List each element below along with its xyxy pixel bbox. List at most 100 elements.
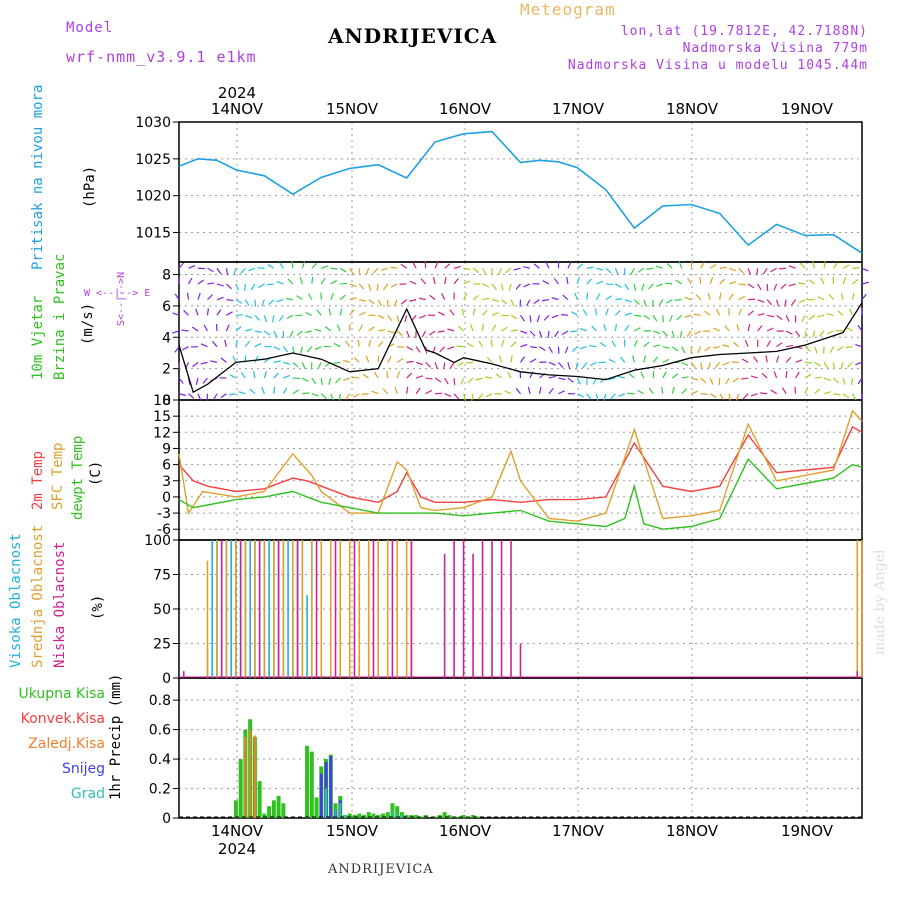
wind-barb bbox=[562, 294, 569, 301]
wind-barb bbox=[808, 314, 815, 321]
wind-barb bbox=[302, 392, 310, 395]
wind-barb bbox=[713, 327, 720, 332]
wind-barb bbox=[566, 276, 569, 285]
panel-frame bbox=[178, 121, 863, 263]
wind-barb bbox=[633, 299, 640, 305]
wind-barb bbox=[656, 283, 663, 287]
dewpoint-line bbox=[178, 457, 863, 530]
wind-barb bbox=[678, 261, 683, 269]
wind-barb bbox=[233, 268, 237, 276]
wind-barb bbox=[491, 283, 497, 290]
y-tick-label: 0.4 bbox=[149, 752, 171, 768]
wind-barb bbox=[842, 264, 850, 269]
wind-barb bbox=[520, 356, 525, 363]
wind-barb bbox=[633, 340, 638, 347]
wind-barb bbox=[648, 387, 654, 395]
wind-barb bbox=[529, 346, 538, 349]
wind-barb bbox=[808, 279, 815, 285]
wind-barb bbox=[547, 330, 550, 339]
wind-barb bbox=[615, 283, 622, 288]
wind-barb bbox=[611, 340, 616, 347]
wind-barb bbox=[738, 308, 743, 316]
wind-barb bbox=[833, 377, 839, 384]
sfc-temp-line bbox=[178, 409, 863, 522]
compass-we: W <--|--> E bbox=[84, 288, 151, 299]
wind-barb bbox=[558, 390, 566, 395]
wind-barb bbox=[415, 375, 423, 379]
wind-barb bbox=[352, 376, 360, 379]
wind-barb bbox=[714, 361, 721, 369]
y-tick-label: 0.8 bbox=[149, 693, 171, 709]
wind-barb bbox=[441, 293, 446, 300]
wind-barb bbox=[425, 377, 433, 380]
wind-barb bbox=[646, 267, 654, 270]
wind-barb bbox=[224, 339, 228, 347]
y-tick-label: 25 bbox=[153, 637, 171, 653]
precip-graupel-bar bbox=[334, 810, 337, 818]
wind-barb bbox=[500, 283, 504, 291]
wind-barb bbox=[380, 267, 388, 271]
wind-barb bbox=[195, 308, 199, 316]
wind-barb bbox=[302, 377, 309, 383]
wind-barb bbox=[795, 330, 801, 337]
wind-barb bbox=[273, 372, 279, 379]
wind-barb bbox=[750, 393, 758, 397]
wind-barb bbox=[510, 341, 517, 348]
wind-barb bbox=[361, 393, 369, 395]
wind-barb bbox=[719, 292, 722, 300]
wind-barb bbox=[282, 387, 288, 395]
wind-barb bbox=[576, 277, 580, 285]
wind-barb bbox=[617, 375, 625, 379]
wind-barb bbox=[596, 280, 604, 285]
precip-total-bar bbox=[238, 759, 243, 818]
wind-barb bbox=[805, 361, 813, 364]
wind-barb bbox=[463, 267, 471, 271]
wind-barb bbox=[202, 377, 208, 384]
precip-graupel-bar bbox=[344, 815, 347, 818]
wind-barb bbox=[311, 377, 317, 385]
wind-barb bbox=[253, 371, 256, 379]
wind-barb bbox=[776, 314, 783, 321]
wind-barb bbox=[747, 324, 751, 332]
wind-barb bbox=[557, 361, 564, 369]
wind-barb bbox=[467, 377, 474, 384]
wind-barb bbox=[779, 267, 787, 270]
wind-barb bbox=[665, 282, 673, 285]
wind-barb bbox=[250, 283, 256, 291]
wind-barb bbox=[200, 343, 208, 348]
wind-barb bbox=[292, 346, 295, 354]
wind-barb bbox=[851, 292, 855, 300]
wind-barb bbox=[567, 377, 574, 383]
date-label-bottom: 16NOV bbox=[439, 822, 492, 840]
wind-barb bbox=[268, 299, 275, 305]
wind-barb bbox=[307, 293, 313, 300]
wind-barb bbox=[795, 371, 800, 379]
wind-barb bbox=[614, 310, 621, 316]
wind-barb bbox=[444, 276, 447, 285]
wind-barb bbox=[520, 314, 525, 322]
wind-barb bbox=[704, 310, 711, 316]
wind-barb bbox=[766, 283, 769, 291]
y-tick-label: 0 bbox=[162, 490, 171, 506]
wind-barb bbox=[823, 362, 829, 369]
wind-barb bbox=[719, 393, 725, 400]
wind-barb bbox=[207, 282, 215, 285]
legend-graupel: Grad bbox=[70, 786, 105, 802]
wind-barb bbox=[577, 263, 584, 269]
wind-barb bbox=[614, 323, 618, 332]
wind-barb bbox=[400, 299, 408, 305]
wind-barb bbox=[804, 386, 809, 394]
wind-barb bbox=[709, 377, 714, 385]
wind-barb bbox=[586, 292, 589, 300]
wind-barb bbox=[400, 263, 408, 269]
wind-barb bbox=[191, 326, 199, 332]
wind-barb bbox=[345, 393, 351, 400]
wind-barb bbox=[828, 293, 835, 301]
wind-barb bbox=[529, 358, 537, 363]
wind-barb bbox=[630, 267, 635, 275]
y-tick-label: 18 bbox=[153, 393, 171, 409]
wind-barb bbox=[463, 293, 468, 300]
wind-barb bbox=[529, 330, 536, 337]
wind-barb bbox=[507, 371, 512, 379]
precip-frz-bar bbox=[253, 735, 256, 818]
